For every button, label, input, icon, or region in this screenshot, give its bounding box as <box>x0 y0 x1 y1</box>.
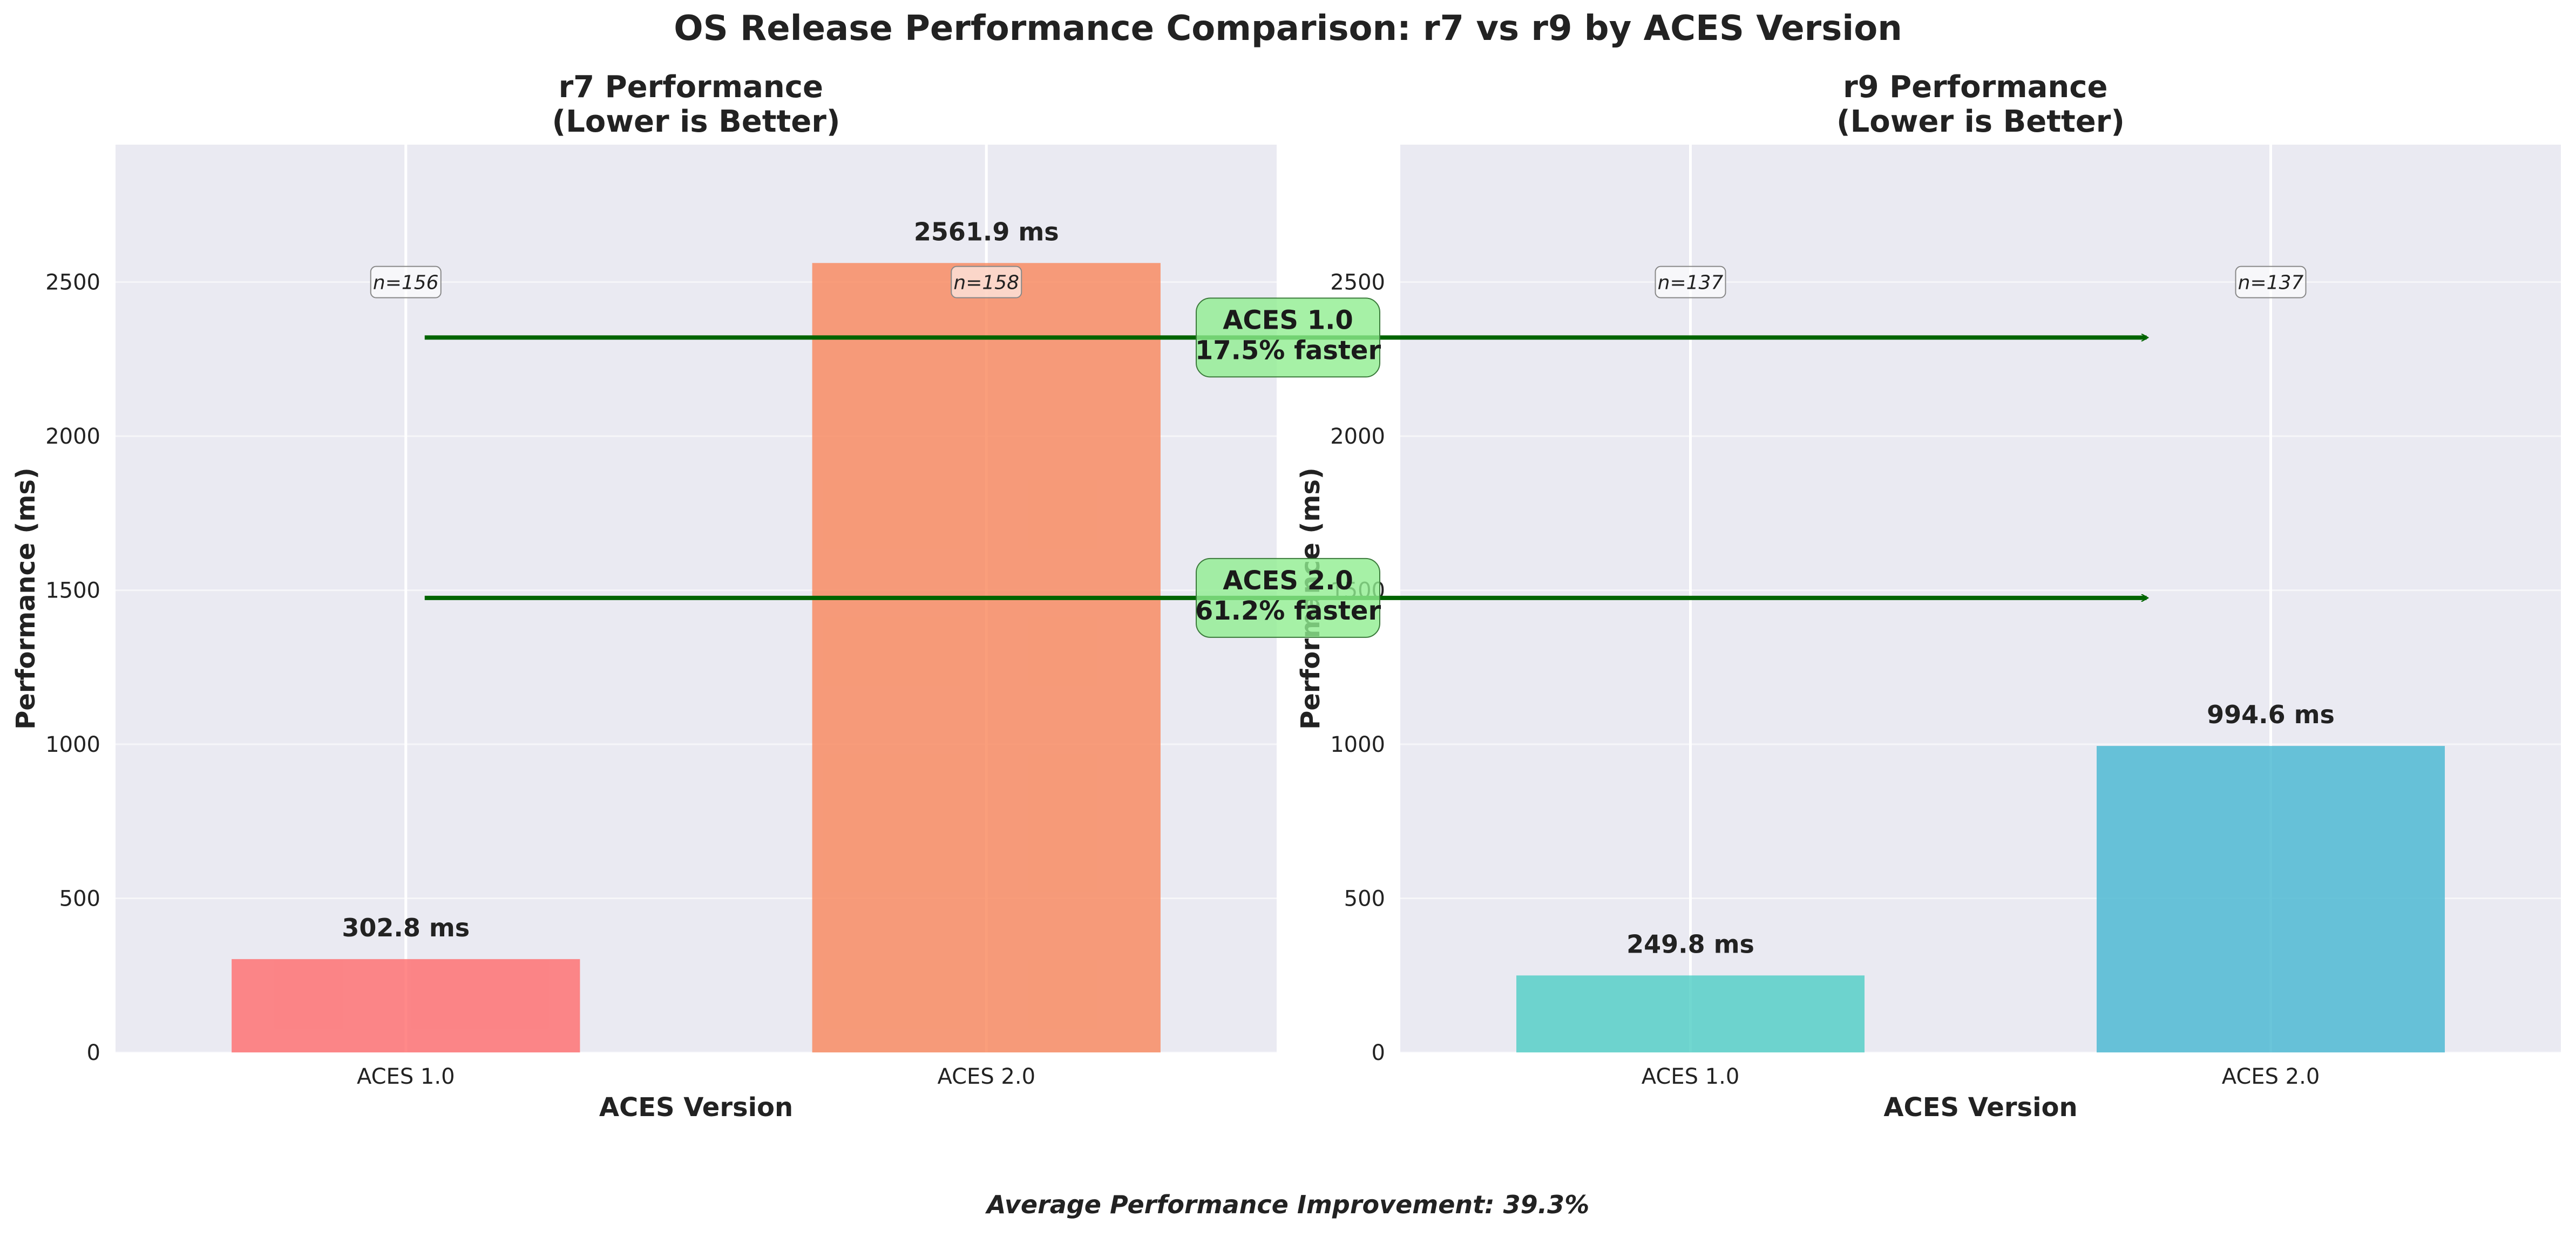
sample-size-box-aces-1-0 <box>370 266 442 298</box>
x-tick-aces-2-0: ACES 2.0 <box>937 1064 1035 1089</box>
improvement-box-2 <box>1196 558 1380 638</box>
sample-size-aces-1-0: n=137 <box>1658 272 1724 294</box>
chart-title: r9 Performance (Lower is Better) <box>1836 70 2125 139</box>
figure-title: OS Release Performance Comparison: r7 vs… <box>674 9 1902 49</box>
y-tick-1000: 1000 <box>1330 732 1385 757</box>
sample-size-labels: n=156 n=158 <box>370 266 1022 298</box>
y-tick-500: 500 <box>1344 887 1385 912</box>
improvement-label-1: ACES 1.0 17.5% faster <box>1195 305 1381 365</box>
y-tick-labels: 0 500 1000 1500 2000 2500 <box>45 270 100 1065</box>
bar-aces-2-0 <box>812 263 1161 1053</box>
improvement-box-1 <box>1196 297 1380 378</box>
y-tick-1000: 1000 <box>45 732 100 757</box>
chart-title-line-1: r7 Performance <box>559 70 823 105</box>
y-tick-500: 500 <box>59 887 100 912</box>
improvement-label-line-2: 61.2% faster <box>1195 596 1381 626</box>
chart-title-line-2: (Lower is Better) <box>1836 104 2125 139</box>
y-tick-1500: 1500 <box>45 579 100 603</box>
y-tick-0: 0 <box>87 1041 100 1065</box>
x-tick-aces-1-0: ACES 1.0 <box>1642 1064 1740 1089</box>
value-label-aces-2-0: 2561.9 ms <box>914 217 1059 246</box>
value-labels: 249.8 ms 994.6 ms <box>1626 700 2335 959</box>
value-label-aces-2-0: 994.6 ms <box>2207 700 2335 729</box>
horizontal-gridlines <box>1400 281 2561 1054</box>
chart-title: r7 Performance (Lower is Better) <box>552 70 840 139</box>
sample-size-aces-2-0: n=158 <box>953 272 1019 294</box>
improvement-label-line-1: ACES 2.0 <box>1223 566 1353 596</box>
bar-aces-1-0 <box>232 959 580 1052</box>
sample-size-box-aces-1-0 <box>1655 266 1726 298</box>
value-label-aces-1-0: 302.8 ms <box>342 913 470 942</box>
bar-aces-2-0 <box>2097 746 2445 1052</box>
value-labels: 302.8 ms 2561.9 ms <box>342 217 1059 942</box>
chart-title-line-1: r9 Performance <box>1843 70 2107 105</box>
improvement-label-2: ACES 2.0 61.2% faster <box>1195 566 1381 626</box>
bar-aces-1-0 <box>1516 975 1865 1052</box>
x-axis-label: ACES Version <box>599 1092 793 1123</box>
y-tick-2500: 2500 <box>1330 270 1385 295</box>
improvement-label-line-2: 17.5% faster <box>1195 335 1381 365</box>
sample-size-aces-2-0: n=137 <box>2238 272 2304 294</box>
y-axis-label: Performance (ms) <box>11 467 41 730</box>
improvement-annotations: ACES 1.0 17.5% faster ACES 2.0 61.2% faster <box>424 297 2147 638</box>
y-tick-0: 0 <box>1372 1041 1385 1065</box>
x-axis-label: ACES Version <box>1883 1092 2077 1123</box>
x-tick-labels: ACES 1.0 ACES 2.0 <box>1642 1064 2320 1089</box>
chart-title-line-2: (Lower is Better) <box>552 104 840 139</box>
y-tick-2000: 2000 <box>45 424 100 449</box>
footer-note: Average Performance Improvement: 39.3% <box>985 1190 1589 1219</box>
x-tick-aces-2-0: ACES 2.0 <box>2222 1064 2320 1089</box>
sample-size-box-aces-2-0 <box>2235 266 2307 298</box>
sample-size-aces-1-0: n=156 <box>373 272 439 294</box>
bars <box>232 263 1161 1053</box>
bars <box>1516 746 2445 1052</box>
sample-size-box-aces-2-0 <box>951 266 1022 298</box>
x-tick-labels: ACES 1.0 ACES 2.0 <box>357 1064 1035 1089</box>
y-tick-2000: 2000 <box>1330 424 1385 449</box>
improvement-label-line-1: ACES 1.0 <box>1223 305 1353 335</box>
value-label-aces-1-0: 249.8 ms <box>1626 929 1754 959</box>
y-tick-2500: 2500 <box>45 270 100 295</box>
x-tick-aces-1-0: ACES 1.0 <box>357 1064 455 1089</box>
sample-size-labels: n=137 n=137 <box>1655 266 2307 298</box>
